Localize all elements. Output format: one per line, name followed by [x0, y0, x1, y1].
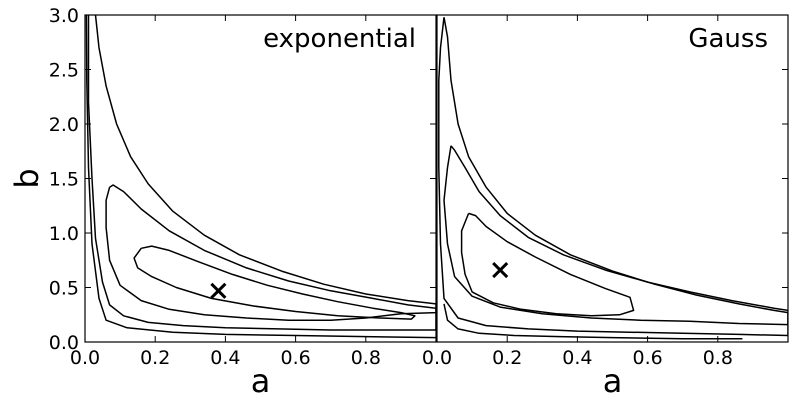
- panel-title: Gauss: [688, 24, 768, 54]
- y-ticks: [782, 14, 788, 343]
- panel-gauss: Gauss 0.0 0.2 0.4 0.6 0.8 a: [422, 14, 789, 400]
- y-axis-label: b: [8, 168, 46, 188]
- y-ticks: 0.0 0.5 1.0 1.5 2.0 2.5 3.0: [49, 5, 436, 354]
- contour-outer: [87, 15, 436, 331]
- x-axis-label: a: [603, 362, 623, 400]
- x-tick-label: 0.0: [422, 347, 452, 369]
- panel-title: exponential: [263, 24, 416, 54]
- contour-inner: [133, 245, 416, 320]
- marker-stroke: [210, 282, 227, 299]
- x-tick-label: 0.8: [703, 347, 733, 369]
- panel-exponential: exponential 0.0 0.2 0.4 0.6 0.8 0.0 0.5 1.0 1.5…: [8, 5, 437, 400]
- y-tick-label: 1.0: [49, 223, 79, 245]
- best-fit-marker: [492, 261, 509, 279]
- best-fit-marker: [210, 282, 227, 299]
- contour-outermost: [85, 15, 436, 339]
- x-tick-label: 0.4: [562, 347, 592, 369]
- x-ticks: 0.0 0.2 0.4 0.6 0.8: [70, 15, 381, 369]
- x-tick-label: 0.6: [632, 347, 662, 369]
- contour-middle: [105, 184, 436, 321]
- y-tick-label: 1.5: [49, 169, 79, 191]
- x-tick-label: 0.2: [492, 347, 522, 369]
- y-tick-label: 2.0: [49, 114, 79, 136]
- x-tick-label: 0.8: [351, 347, 381, 369]
- contour-middle: [443, 145, 788, 326]
- x-tick-label: 0.0: [70, 347, 100, 369]
- axes-frame: [436, 14, 789, 343]
- contour-outermost: [443, 303, 743, 340]
- y-tick-label: 0.5: [49, 278, 79, 300]
- y-tick-label: 3.0: [49, 5, 79, 27]
- x-axis-label: a: [251, 362, 271, 400]
- x-tick-label: 0.6: [280, 347, 310, 369]
- axes-frame: [84, 14, 437, 343]
- contour-outer: [438, 17, 788, 337]
- contours: [85, 15, 436, 339]
- x-tick-label: 0.2: [140, 347, 170, 369]
- y-tick-label: 0.0: [49, 332, 79, 354]
- contours: [438, 17, 788, 340]
- x-tick-label: 0.4: [210, 347, 240, 369]
- y-tick-label: 2.5: [49, 60, 79, 82]
- contour-inner: [460, 212, 635, 317]
- marker-stroke: [492, 261, 509, 279]
- x-ticks: 0.0 0.2 0.4 0.6 0.8: [422, 15, 733, 369]
